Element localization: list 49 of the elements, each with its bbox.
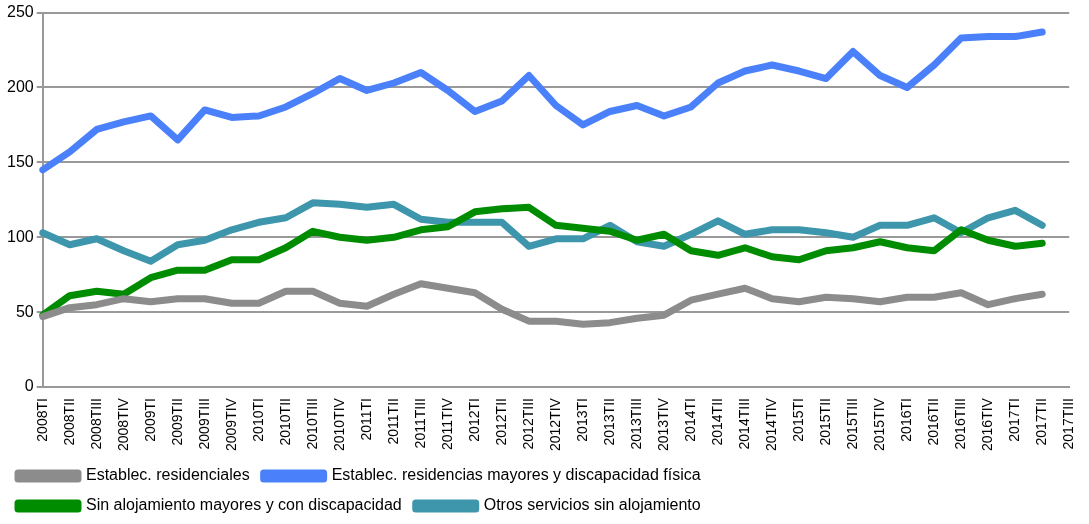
legend-label: Otros servicios sin alojamiento bbox=[483, 496, 701, 514]
x-tick-label: 2017TIII bbox=[1060, 398, 1077, 450]
x-tick-label: 2008TII bbox=[60, 398, 77, 446]
x-tick-label: 2014TIII bbox=[735, 398, 752, 450]
x-tick-label: 2009TIV bbox=[222, 397, 239, 452]
x-tick-label: 2012TIV bbox=[546, 397, 563, 452]
x-tick-label: 2015TI bbox=[789, 398, 806, 442]
y-tick-label: 150 bbox=[6, 152, 34, 170]
x-tick-label: 2009TIII bbox=[195, 398, 212, 450]
x-tick-label: 2014TII bbox=[708, 398, 725, 446]
y-tick-label: 100 bbox=[6, 227, 34, 245]
x-tick-label: 2015TIV bbox=[870, 397, 887, 452]
x-tick-label: 2013TIII bbox=[627, 398, 644, 450]
x-tick-label: 2012TI bbox=[465, 398, 482, 442]
y-tick-label: 0 bbox=[24, 377, 34, 395]
x-tick-label: 2016TIV bbox=[979, 397, 996, 452]
x-tick-label: 2010TI bbox=[249, 398, 266, 442]
y-tick-label: 200 bbox=[6, 77, 34, 95]
x-tick-label: 2008TI bbox=[33, 398, 50, 442]
y-tick-label: 50 bbox=[15, 302, 34, 320]
x-tick-label: 2013TII bbox=[600, 398, 617, 446]
x-tick-label: 2016TII bbox=[924, 398, 941, 446]
x-tick-label: 2013TI bbox=[573, 398, 590, 442]
x-tick-label: 2017TII bbox=[1033, 398, 1050, 446]
x-tick-label: 2008TIV bbox=[114, 397, 131, 452]
x-tick-label: 2009TI bbox=[141, 398, 158, 442]
y-tick-label: 250 bbox=[6, 3, 34, 21]
x-tick-label: 2011TII bbox=[384, 398, 401, 445]
legend-label: Sin alojamiento mayores y con discapacidad bbox=[86, 496, 402, 514]
x-tick-label: 2010TII bbox=[276, 398, 293, 446]
x-tick-label: 2010TIII bbox=[303, 398, 320, 450]
x-tick-label: 2014TIV bbox=[762, 397, 779, 452]
x-tick-label: 2016TI bbox=[897, 398, 914, 442]
x-tick-label: 2008TIII bbox=[87, 398, 104, 450]
x-tick-label: 2012TII bbox=[492, 398, 509, 446]
x-tick-label: 2015TIII bbox=[843, 398, 860, 450]
x-tick-label: 2013TIV bbox=[654, 397, 671, 452]
legend-label: Establec. residenciales bbox=[86, 466, 250, 484]
x-tick-label: 2011TIV bbox=[438, 397, 455, 450]
x-tick-label: 2017TI bbox=[1006, 398, 1023, 442]
x-tick-label: 2011TI bbox=[357, 398, 374, 441]
legend-label: Establec. residencias mayores y discapacidad física bbox=[331, 466, 701, 484]
x-tick-label: 2012TIII bbox=[519, 398, 536, 450]
x-tick-label: 2010TIV bbox=[330, 397, 347, 452]
x-tick-label: 2011TIII bbox=[411, 398, 428, 449]
x-tick-label: 2016TIII bbox=[952, 398, 969, 450]
x-tick-label: 2009TII bbox=[168, 398, 185, 446]
x-tick-label: 2014TI bbox=[681, 398, 698, 442]
x-tick-label: 2015TII bbox=[816, 398, 833, 446]
